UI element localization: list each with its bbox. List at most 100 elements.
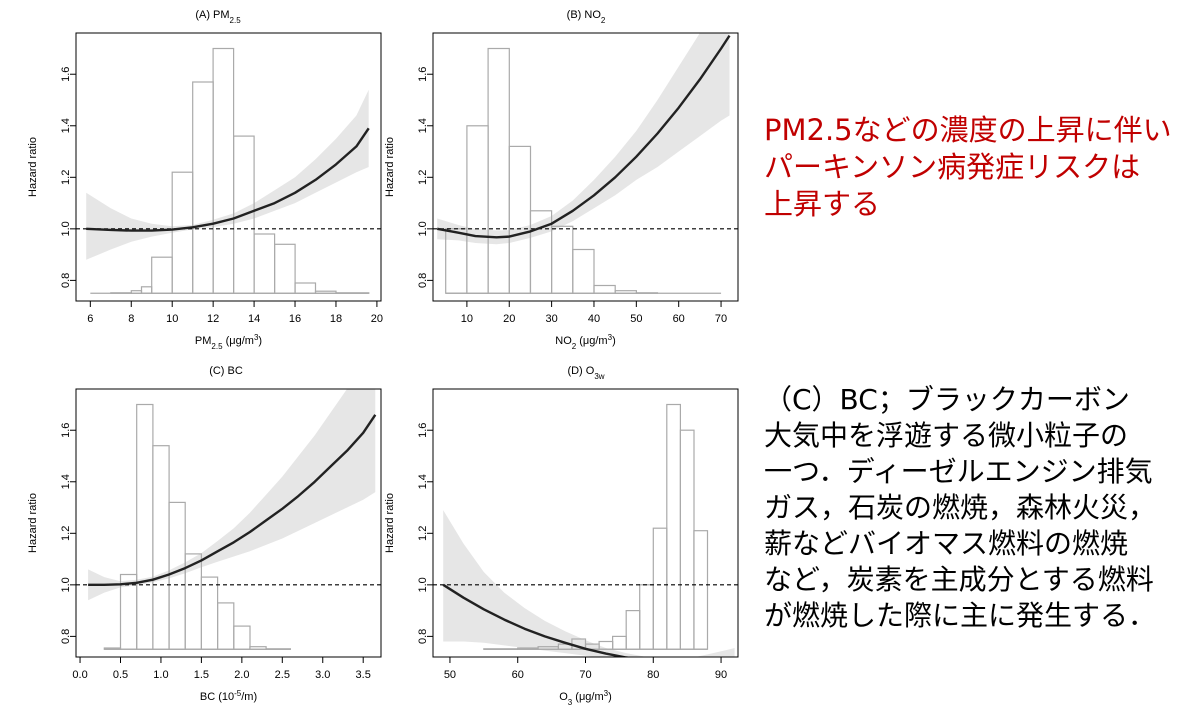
histogram-bar — [508, 145, 532, 294]
finding-note-line: 上昇する — [764, 187, 881, 221]
y-axis-label: Hazard ratio — [27, 493, 39, 553]
confidence-band — [443, 510, 735, 657]
y-tick-label: 1.4 — [417, 118, 429, 133]
x-tick-label: 60 — [673, 313, 685, 325]
x-axis-label-text: /m) — [241, 691, 257, 703]
y-tick-label: 1.4 — [417, 474, 429, 489]
histogram-bar — [171, 171, 194, 294]
hazard-ratio-figure: 6 8 10 12 14 16 18 200.81.01.21.41.6(A) PM2.5PM… — [27, 9, 739, 707]
x-axis-label: O3 (μg/m3) — [559, 689, 612, 707]
x-tick-label: 70 — [715, 313, 727, 325]
y-axis-label-text: Hazard ratio — [384, 493, 396, 553]
y-axis-label-text: Hazard ratio — [27, 493, 39, 553]
x-axis-label: BC (10-5/m) — [200, 689, 257, 704]
x-axis-label-superscript: -5 — [234, 689, 242, 698]
panel-title-text: (B) NO — [567, 9, 602, 21]
panel-plot-area — [76, 47, 381, 294]
panel-plot-area — [433, 403, 738, 657]
x-tick-label: 80 — [647, 669, 659, 681]
y-tick-label: 1.2 — [60, 170, 72, 185]
y-tick-label: 1.2 — [417, 526, 429, 541]
x-axis-label-text: NO — [555, 335, 572, 347]
x-tick-label: 90 — [715, 669, 727, 681]
x-axis-label-superscript: 3 — [608, 333, 613, 342]
y-tick-label: 1.2 — [60, 526, 72, 541]
x-axis-label-text: PM — [195, 335, 212, 347]
x-axis-label: NO2 (μg/m3) — [555, 333, 615, 351]
bc-definition-line: が燃焼した際に主に発生する． — [764, 599, 1157, 632]
y-axis-label-text: Hazard ratio — [27, 137, 39, 197]
histogram-bar — [217, 602, 235, 650]
panel-title-subscript: 3w — [594, 372, 604, 381]
histogram-bar — [666, 403, 681, 650]
histogram-bar — [152, 445, 170, 650]
histogram-bar — [274, 243, 296, 294]
chart-panel-2: 0.0 0.5 1.0 1.5 2.0 2.5 3.0 3.5 0.8 1.0 1.2 1.4 1.6 (… — [27, 365, 382, 704]
histogram-bar — [487, 47, 510, 294]
x-axis-label-subscript: 2.5 — [211, 342, 223, 351]
hazard-ratio-curve — [88, 414, 377, 586]
panel-plot-area — [76, 389, 381, 650]
x-tick-label: 10 — [461, 313, 473, 325]
bc-definition-line: など，炭素を主成分とする燃料 — [764, 563, 1154, 596]
x-axis-label-text: (μg/m — [223, 335, 254, 347]
bc-definition-line: 薪などバイオマス燃料の燃焼 — [764, 527, 1129, 560]
panel-title: (B) NO2 — [567, 9, 606, 25]
bc-definition-line: （C）BC；ブラックカーボン — [764, 383, 1130, 416]
y-tick-label: 1.6 — [60, 67, 72, 82]
histogram-bar — [136, 403, 154, 650]
y-tick-label: 0.8 — [417, 273, 429, 288]
y-tick-label: 1.6 — [60, 423, 72, 438]
panel-title: (D) O3w — [567, 365, 604, 381]
panel-title-text: (D) O — [567, 365, 594, 377]
bc-definition-note: （C）BC；ブラックカーボン 大気中を浮遊する微小粒子の 一つ．ディーゼルエンジ… — [764, 382, 1194, 634]
y-tick-label: 1.0 — [417, 221, 429, 236]
x-tick-label: 1.5 — [194, 669, 209, 681]
x-tick-label: 12 — [207, 313, 219, 325]
histogram-bar — [611, 635, 627, 650]
x-tick-label: 18 — [330, 313, 342, 325]
hazard-ratio-curve — [86, 127, 370, 232]
panel-title-subscript: 2.5 — [230, 16, 242, 25]
histogram-bar — [693, 530, 709, 650]
y-tick-label: 1.2 — [417, 170, 429, 185]
histogram-bar — [593, 284, 616, 294]
histogram-bar — [200, 576, 219, 650]
x-tick-label: 3.0 — [315, 669, 330, 681]
histogram-bar — [233, 625, 251, 650]
x-tick-label: 70 — [579, 669, 591, 681]
histogram-bar — [625, 609, 641, 650]
x-axis-label-text: ) — [612, 335, 616, 347]
y-tick-label: 1.0 — [60, 577, 72, 592]
x-axis-label: PM2.5 (μg/m3) — [195, 333, 262, 351]
bc-definition-line: ガス，石炭の燃焼，森林火災， — [764, 491, 1157, 524]
x-axis-label-superscript: 3 — [254, 333, 259, 342]
histogram-bar — [466, 125, 489, 294]
x-tick-label: 2.0 — [234, 669, 249, 681]
x-tick-label: 3.5 — [356, 669, 371, 681]
y-axis-label: Hazard ratio — [384, 493, 396, 553]
panel-title-text: (C) BC — [209, 365, 243, 377]
x-tick-label: 14 — [248, 313, 260, 325]
x-tick-label: 16 — [289, 313, 301, 325]
x-axis-label-text: O — [559, 691, 568, 703]
x-axis-label-text: BC (10 — [200, 691, 234, 703]
y-axis-label: Hazard ratio — [27, 137, 39, 197]
histogram-bar — [550, 225, 574, 294]
plot-frame — [75, 388, 382, 658]
x-tick-label: 0.0 — [72, 669, 87, 681]
panel-plot-area — [433, 33, 738, 294]
x-tick-label: 30 — [545, 313, 557, 325]
finding-note-line: PM2.5などの濃度の上昇に伴い — [764, 113, 1172, 147]
bc-definition-line: 一つ．ディーゼルエンジン排気 — [764, 455, 1153, 488]
y-tick-label: 1.4 — [60, 474, 72, 489]
y-tick-label: 1.0 — [417, 577, 429, 592]
x-axis-label-superscript: 3 — [604, 689, 609, 698]
x-axis-label-subscript: 3 — [568, 698, 573, 707]
hazard-ratio-curve — [436, 34, 731, 239]
confidence-band — [88, 389, 376, 601]
histogram-bar — [572, 248, 595, 294]
x-tick-label: 20 — [371, 313, 383, 325]
x-axis-label-text: (μg/m — [576, 335, 607, 347]
y-tick-label: 1.4 — [60, 118, 72, 133]
